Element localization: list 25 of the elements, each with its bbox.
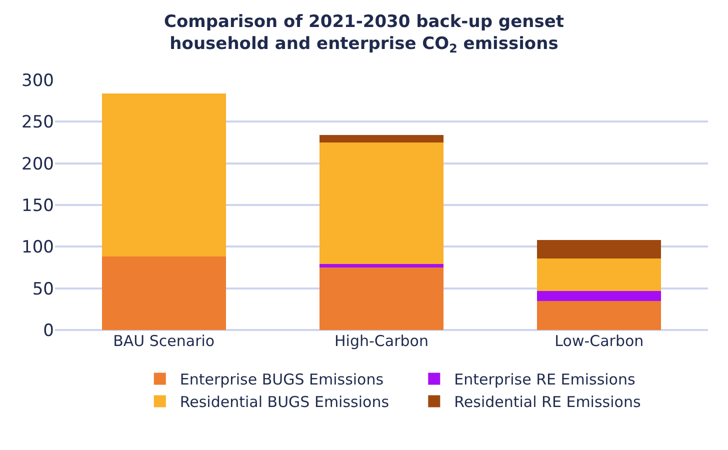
- y-tick-label: 250: [22, 112, 54, 133]
- bar: [537, 290, 662, 301]
- legend-label: Residential RE Emissions: [454, 393, 641, 412]
- bar: [319, 264, 444, 268]
- bar: [102, 256, 226, 330]
- bar: [537, 240, 662, 258]
- legend-label: Residential BUGS Emissions: [180, 393, 390, 412]
- y-tick-label: 150: [22, 196, 54, 216]
- y-tick-label: 0: [43, 320, 54, 341]
- bar: [319, 142, 444, 264]
- legend-label: Enterprise RE Emissions: [454, 370, 636, 389]
- bar: [319, 135, 444, 142]
- y-tick-label: 300: [22, 70, 54, 91]
- y-tick-label: 50: [32, 279, 54, 300]
- x-tick-label: BAU Scenario: [113, 332, 215, 350]
- y-tick-label: 100: [22, 238, 54, 258]
- x-tick-label: High-Carbon: [334, 332, 428, 350]
- bar: [102, 93, 226, 257]
- y-tick-label: 200: [22, 154, 54, 174]
- bar: [537, 258, 662, 291]
- legend-label: Enterprise BUGS Emissions: [180, 370, 384, 389]
- x-tick-label: Low-Carbon: [554, 332, 644, 350]
- bar: [537, 300, 662, 330]
- chart-title: Comparison of 2021-2030 back-up genset household and enterprise CO$_{2}$ emissions: [164, 12, 564, 56]
- bar: [319, 268, 444, 330]
